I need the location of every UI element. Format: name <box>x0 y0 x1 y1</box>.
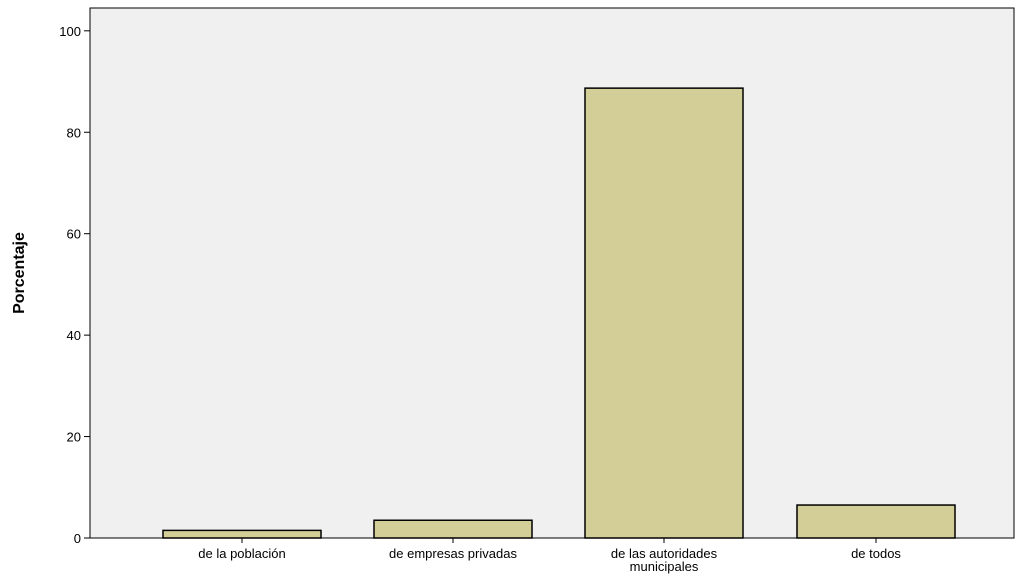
y-tick-label: 20 <box>67 430 81 445</box>
y-tick-label: 80 <box>67 125 81 140</box>
y-tick-label: 0 <box>74 531 81 546</box>
x-ticks-layer: de la población de empresas privadas de la… <box>198 538 901 574</box>
x-tick-label: de todos <box>851 546 901 561</box>
y-tick-label: 40 <box>67 328 81 343</box>
bar <box>373 519 533 539</box>
bar <box>796 504 956 539</box>
y-axis-label: Porcentaje <box>11 232 28 314</box>
y-tick-label: 60 <box>67 227 81 242</box>
x-tick-label: de la población <box>198 546 285 561</box>
bar <box>162 529 322 539</box>
plot-area <box>89 7 1015 539</box>
y-ticks-layer: 0 20 40 60 80 100 <box>59 24 90 546</box>
x-tick-label: de las autoridades municipales <box>611 546 718 574</box>
bar <box>584 87 744 539</box>
bars-layer <box>162 87 956 539</box>
x-tick-label: de empresas privadas <box>389 546 517 561</box>
y-tick-label: 100 <box>59 24 81 39</box>
